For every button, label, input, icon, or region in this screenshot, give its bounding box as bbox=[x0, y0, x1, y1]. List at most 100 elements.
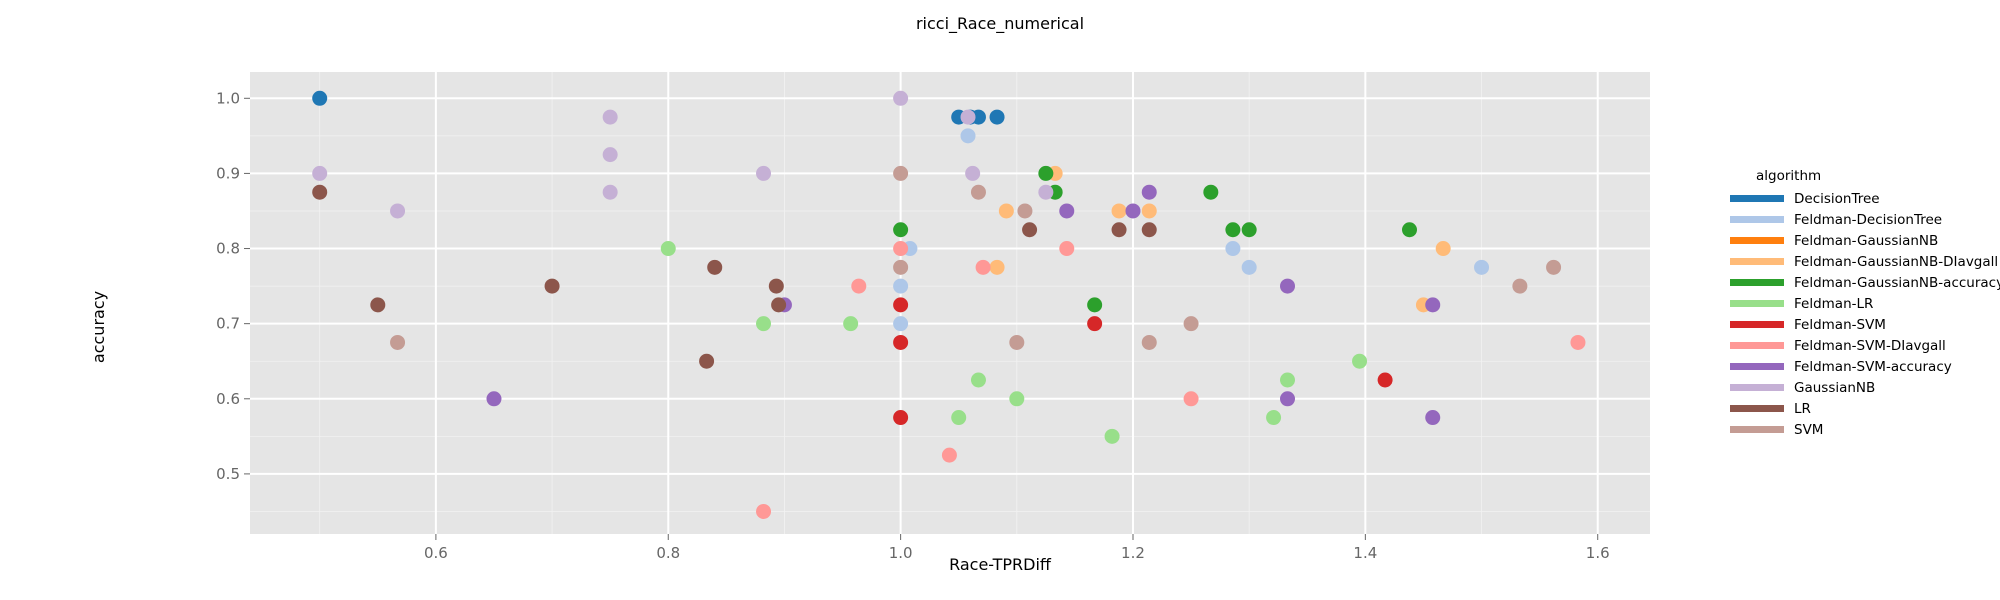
point-feldman-svm bbox=[893, 297, 909, 313]
point-feldman-svm-diavgall bbox=[975, 259, 991, 275]
point-svm bbox=[1512, 278, 1528, 294]
legend-swatch-lr bbox=[1730, 405, 1784, 412]
legend-label-gaussiannb: GaussianNB bbox=[1794, 380, 1875, 396]
point-feldman-gaussiannb-accuracy bbox=[1087, 297, 1103, 313]
point-feldman-svm-diavgall bbox=[1570, 334, 1586, 350]
x-tick-label: 1.2 bbox=[1121, 544, 1145, 562]
legend-swatch-feldman-decisiontree bbox=[1730, 216, 1784, 223]
point-feldman-lr bbox=[1352, 353, 1368, 369]
chart-title: ricci_Race_numerical bbox=[916, 14, 1084, 34]
point-svm bbox=[1546, 259, 1562, 275]
point-decisiontree bbox=[970, 109, 986, 125]
point-svm bbox=[893, 259, 909, 275]
point-lr bbox=[1111, 222, 1127, 238]
point-feldman-decisiontree bbox=[1474, 259, 1490, 275]
x-tick-label: 0.8 bbox=[656, 544, 680, 562]
point-feldman-lr bbox=[1104, 428, 1120, 444]
point-feldman-lr bbox=[1266, 410, 1282, 426]
legend-label-feldman-gaussiannb-accuracy: Feldman-GaussianNB-accuracy bbox=[1794, 275, 2000, 291]
legend-label-feldman-lr: Feldman-LR bbox=[1794, 296, 1873, 312]
point-feldman-gaussiannb-accuracy bbox=[1225, 222, 1241, 238]
point-lr bbox=[370, 297, 386, 313]
grid-lines bbox=[250, 72, 1650, 534]
point-gaussiannb bbox=[893, 90, 909, 106]
point-feldman-svm-accuracy bbox=[1141, 184, 1157, 200]
point-svm bbox=[1141, 334, 1157, 350]
point-feldman-svm-accuracy bbox=[1280, 278, 1296, 294]
legend-swatch-feldman-gaussiannb-diavgall bbox=[1730, 258, 1784, 265]
point-feldman-decisiontree bbox=[1225, 241, 1241, 257]
point-lr bbox=[768, 278, 784, 294]
point-feldman-lr bbox=[756, 316, 772, 332]
legend-title: algorithm bbox=[1756, 168, 1821, 184]
point-feldman-svm-accuracy bbox=[1125, 203, 1141, 219]
point-svm bbox=[893, 165, 909, 181]
point-feldman-svm-diavgall bbox=[941, 447, 957, 463]
point-feldman-svm bbox=[1377, 372, 1393, 388]
legend-label-lr: LR bbox=[1794, 401, 1811, 417]
point-gaussiannb bbox=[756, 165, 772, 181]
point-svm bbox=[970, 184, 986, 200]
legend-swatch-feldman-svm-diavgall bbox=[1730, 342, 1784, 349]
point-lr bbox=[1022, 222, 1038, 238]
point-lr bbox=[544, 278, 560, 294]
point-feldman-gaussiannb-diavgall bbox=[1111, 203, 1127, 219]
point-gaussiannb bbox=[390, 203, 406, 219]
point-feldman-svm-accuracy bbox=[486, 391, 502, 407]
point-svm bbox=[390, 334, 406, 350]
y-tick-label: 0.9 bbox=[216, 164, 240, 182]
point-svm bbox=[1017, 203, 1033, 219]
point-gaussiannb bbox=[602, 109, 618, 125]
point-feldman-svm bbox=[893, 334, 909, 350]
point-feldman-svm bbox=[893, 410, 909, 426]
point-lr bbox=[771, 297, 787, 313]
legend: algorithm DecisionTree Feldman-DecisionTr… bbox=[1730, 168, 2000, 438]
legend-label-feldman-svm-accuracy: Feldman-SVM-accuracy bbox=[1794, 359, 1952, 375]
point-feldman-decisiontree bbox=[893, 316, 909, 332]
point-feldman-svm-accuracy bbox=[1280, 391, 1296, 407]
point-feldman-svm-diavgall bbox=[893, 241, 909, 257]
point-feldman-decisiontree bbox=[960, 128, 976, 144]
point-feldman-svm-accuracy bbox=[1425, 410, 1441, 426]
point-gaussiannb bbox=[960, 109, 976, 125]
legend-swatch-feldman-gaussiannb-accuracy bbox=[1730, 279, 1784, 286]
point-lr bbox=[707, 259, 723, 275]
point-svm bbox=[1183, 316, 1199, 332]
legend-label-feldman-gaussiannb-diavgall: Feldman-GaussianNB-DIavgall bbox=[1794, 254, 1998, 270]
x-tick-label: 0.6 bbox=[424, 544, 448, 562]
legend-swatch-feldman-svm bbox=[1730, 321, 1784, 328]
y-tick-label: 0.5 bbox=[216, 465, 240, 483]
y-axis-title: accuracy bbox=[89, 291, 108, 363]
point-gaussiannb bbox=[312, 165, 328, 181]
y-tick-label: 0.6 bbox=[216, 390, 240, 408]
point-feldman-lr bbox=[843, 316, 859, 332]
point-lr bbox=[312, 184, 328, 200]
point-feldman-svm-accuracy bbox=[1425, 297, 1441, 313]
y-tick-label: 0.7 bbox=[216, 315, 240, 333]
legend-label-feldman-svm-diavgall: Feldman-SVM-DIavgall bbox=[1794, 338, 1946, 354]
point-feldman-gaussiannb-accuracy bbox=[1241, 222, 1257, 238]
point-feldman-lr bbox=[1280, 372, 1296, 388]
point-feldman-svm bbox=[1087, 316, 1103, 332]
x-tick-label: 1.6 bbox=[1586, 544, 1610, 562]
point-feldman-lr bbox=[1009, 391, 1025, 407]
point-feldman-gaussiannb-diavgall bbox=[998, 203, 1014, 219]
point-feldman-gaussiannb-diavgall bbox=[1435, 241, 1451, 257]
legend-swatch-decisiontree bbox=[1730, 195, 1784, 202]
plot-area bbox=[250, 72, 1650, 534]
legend-label-feldman-decisiontree: Feldman-DecisionTree bbox=[1794, 212, 1942, 228]
legend-label-feldman-svm: Feldman-SVM bbox=[1794, 317, 1886, 333]
point-gaussiannb bbox=[1038, 184, 1054, 200]
legend-swatch-feldman-lr bbox=[1730, 300, 1784, 307]
legend-items: DecisionTree Feldman-DecisionTree Feldman-… bbox=[1730, 191, 2000, 438]
point-lr bbox=[699, 353, 715, 369]
point-feldman-gaussiannb-diavgall bbox=[989, 259, 1005, 275]
point-gaussiannb bbox=[602, 184, 618, 200]
point-feldman-svm-diavgall bbox=[756, 503, 772, 519]
point-feldman-gaussiannb-diavgall bbox=[1141, 203, 1157, 219]
y-tick-label: 0.8 bbox=[216, 240, 240, 258]
point-feldman-gaussiannb-accuracy bbox=[1402, 222, 1418, 238]
point-svm bbox=[1009, 334, 1025, 350]
point-feldman-lr bbox=[660, 241, 676, 257]
